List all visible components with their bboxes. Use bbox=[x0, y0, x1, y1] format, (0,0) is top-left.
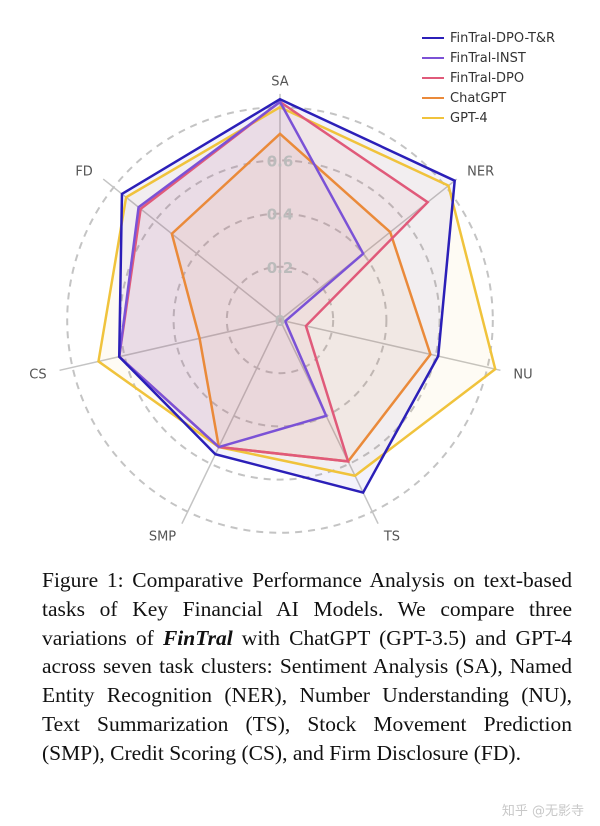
series-line bbox=[117, 97, 457, 495]
series-lines bbox=[97, 97, 497, 495]
caption-prefix: Figure 1: Comparative Performance Analys… bbox=[42, 568, 572, 650]
legend-item-inst: FinTral-INST bbox=[422, 48, 555, 68]
grid-ring bbox=[119, 159, 441, 481]
legend-swatch bbox=[422, 37, 444, 39]
axis-labels: SA NER NU TS SMP CS FD bbox=[29, 75, 532, 545]
legend-swatch bbox=[422, 77, 444, 79]
legend-swatch bbox=[422, 117, 444, 119]
caption-suffix: with ChatGPT (GPT-3.5) and GPT-4 across … bbox=[42, 625, 572, 765]
axis-spoke bbox=[279, 319, 379, 525]
legend-label: FinTral-DPO bbox=[450, 70, 525, 86]
axis-label-ner: NER bbox=[467, 165, 494, 180]
legend-label: ChatGPT bbox=[450, 90, 507, 106]
caption-emphasis: FinTral bbox=[162, 625, 233, 650]
tick-label: 0.4 bbox=[267, 206, 294, 224]
series-fill bbox=[119, 101, 428, 462]
axis-label-sa: SA bbox=[271, 75, 288, 90]
series-line bbox=[117, 100, 430, 463]
axis-spoke bbox=[279, 319, 501, 372]
legend-item-dpo: FinTral-DPO bbox=[422, 68, 555, 88]
axis-label-smp: SMP bbox=[149, 530, 176, 545]
legend-swatch bbox=[422, 97, 444, 99]
tick-label: 0.2 bbox=[267, 259, 294, 277]
axis-label-fd: FD bbox=[75, 165, 93, 180]
figure-caption: Figure 1: Comparative Performance Analys… bbox=[42, 566, 572, 768]
watermark: 知乎 @无影寺 bbox=[501, 804, 584, 819]
axis-label-ts: TS bbox=[383, 530, 400, 545]
series-line bbox=[117, 100, 365, 449]
axis-spoke bbox=[181, 319, 281, 525]
axis-label-cs: CS bbox=[29, 367, 46, 382]
radial-tick-labels: 0 0.2 0.4 0.6 bbox=[267, 152, 294, 330]
legend-label: FinTral-DPO-T&R bbox=[450, 30, 556, 46]
legend-item-chatgpt: ChatGPT bbox=[422, 88, 555, 108]
tick-label: 0 bbox=[275, 312, 285, 330]
legend-label: FinTral-INST bbox=[450, 50, 526, 66]
radar-chart: 0 0.2 0.4 0.6 SA NER NU TS SMP CS FD bbox=[29, 75, 532, 545]
axis-spoke bbox=[102, 178, 281, 321]
series-fills bbox=[98, 99, 496, 493]
legend-label: GPT-4 bbox=[450, 110, 488, 126]
legend-item-gpt4: GPT-4 bbox=[422, 108, 555, 128]
axis-label-nu: NU bbox=[513, 367, 532, 382]
series-fill bbox=[119, 99, 455, 493]
axis-spoke bbox=[59, 319, 281, 372]
series-fill bbox=[98, 107, 496, 476]
chart-legend: FinTral-DPO-T&R FinTral-INST FinTral-DPO… bbox=[422, 28, 555, 128]
tick-label: 0.6 bbox=[267, 152, 294, 170]
legend-item-dpo-tr: FinTral-DPO-T&R bbox=[422, 28, 555, 48]
legend-swatch bbox=[422, 57, 444, 59]
series-fill bbox=[171, 133, 431, 462]
